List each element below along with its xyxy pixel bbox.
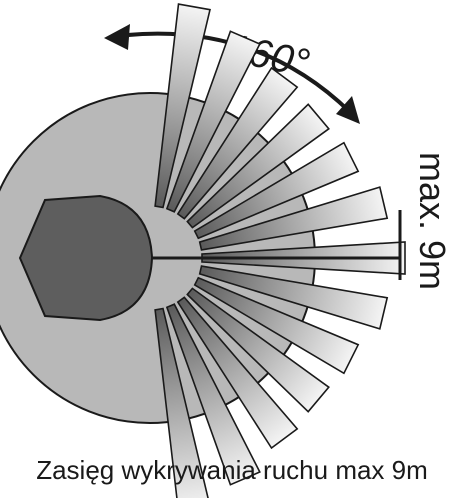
- caption: Zasięg wykrywania ruchu max 9m: [36, 455, 428, 485]
- detection-beam: [198, 186, 389, 251]
- angle-arrowhead-right: [336, 96, 360, 124]
- detection-beam: [186, 103, 330, 229]
- detection-beam: [154, 307, 209, 498]
- angle-arrowhead-left: [104, 24, 130, 50]
- detection-beam: [165, 30, 261, 213]
- detection-beam: [193, 276, 360, 375]
- detection-beams: [154, 3, 406, 498]
- detection-beam: [198, 265, 389, 330]
- sensor-body: [18, 194, 154, 322]
- range-label: max. 9m: [412, 152, 453, 290]
- detection-beam: [193, 141, 360, 240]
- detection-beam: [165, 303, 261, 486]
- detection-beam: [176, 296, 299, 450]
- detection-beam: [176, 66, 299, 220]
- detection-beam: [154, 3, 211, 209]
- detection-beam: [186, 287, 330, 413]
